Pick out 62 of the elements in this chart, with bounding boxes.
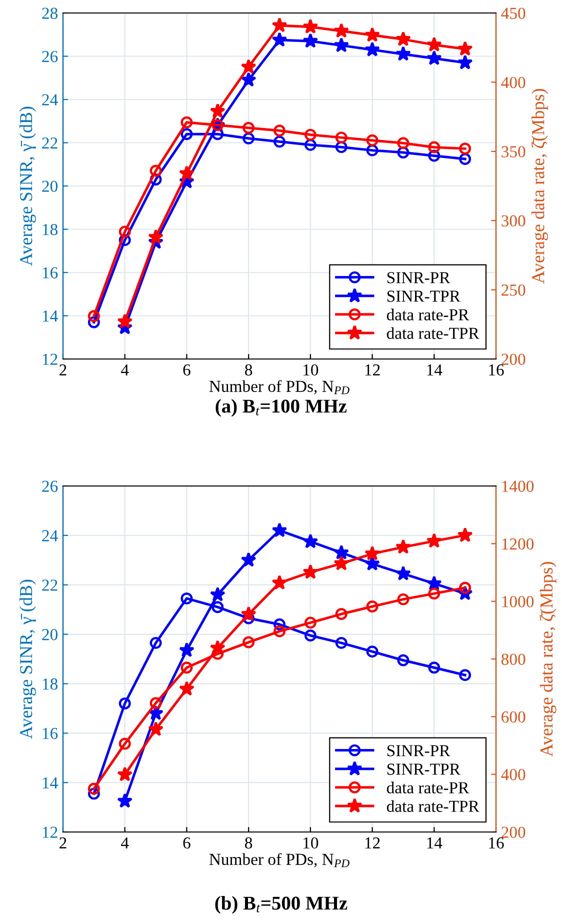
y-tick-label: 14 — [42, 310, 58, 322]
y2-tick-label: 350 — [502, 146, 526, 158]
legend-label: data rate-PR — [386, 782, 470, 794]
legend-label: SINR-TPR — [387, 290, 460, 302]
legend-label: data rate-TPR — [386, 800, 480, 812]
x-tick-label: 4 — [121, 364, 129, 376]
y2-tick-label: 600 — [502, 711, 526, 723]
y-tick-label: 20 — [42, 628, 58, 640]
y-tick-label: 18 — [42, 224, 58, 236]
x-tick-label: 12 — [365, 837, 380, 848]
legend-label: SINR-PR — [387, 272, 450, 284]
y-tick-label: 26 — [42, 50, 58, 62]
x-tick-label: 12 — [365, 364, 380, 376]
y-tick-label: 20 — [42, 180, 58, 192]
x-tick-label: 16 — [489, 837, 504, 849]
y-tick-label: 16 — [42, 728, 58, 740]
y-tick-label: 24 — [42, 530, 58, 542]
y2-tick-label: 250 — [502, 284, 526, 296]
x-tick-label: 14 — [427, 364, 442, 376]
y-tick-label: 18 — [42, 678, 58, 690]
y-tick-label: 28 — [42, 8, 58, 19]
x-tick-label: 6 — [183, 837, 190, 849]
y2-axis-title: Average data rate, ζ̄(Mbps) — [540, 562, 556, 757]
y2-tick-label: 450 — [501, 8, 526, 19]
x-tick-label: 10 — [304, 837, 318, 849]
text: (a) B$_{t}$=100 MHz — [216, 399, 347, 417]
y2-tick-label: 400 — [501, 769, 526, 780]
y-tick-label: 12 — [42, 826, 58, 838]
y-tick-label: 12 — [42, 354, 58, 365]
x-tick-label: 16 — [489, 364, 504, 376]
legend-label: SINR-PR — [387, 745, 450, 756]
y-axis-title: Average SINR, γ̄ (dB) — [19, 106, 36, 266]
x-tick-label: 14 — [427, 837, 442, 848]
x-tick-label: 8 — [245, 837, 252, 849]
y-tick-label: 24 — [42, 94, 58, 106]
y2-tick-label: 800 — [501, 654, 526, 665]
x-tick-label: 6 — [183, 364, 190, 376]
x-tick-label: 2 — [60, 364, 66, 376]
y2-axis-title: Average data rate, ζ̄(Mbps) — [531, 88, 548, 284]
y-tick-label: 22 — [42, 137, 58, 149]
y-axis-title: Average SINR, γ̄ (dB) — [19, 580, 36, 739]
x-tick-label: 2 — [60, 837, 66, 848]
y-tick-label: 22 — [42, 580, 58, 591]
text: (b) B$_{t}$=500 MHz — [215, 896, 348, 914]
x-tick-label: 4 — [121, 837, 129, 848]
y2-tick-label: 200 — [502, 826, 526, 838]
y2-tick-label: 1200 — [502, 538, 534, 550]
y2-tick-label: 400 — [501, 76, 526, 88]
x-tick-label: 8 — [245, 364, 252, 376]
x-axis-title: Number of PDs, N$_{PD}$ — [209, 853, 350, 868]
y-tick-label: 14 — [42, 777, 58, 788]
legend-label: data rate-TPR — [386, 327, 480, 339]
y2-tick-label: 200 — [502, 354, 526, 365]
x-axis-title: Number of PDs, N$_{PD}$ — [209, 380, 350, 394]
x-tick-label: 10 — [304, 364, 318, 376]
y2-tick-label: 300 — [502, 215, 526, 227]
legend-label: data rate-PR — [386, 308, 470, 320]
y2-tick-label: 1000 — [502, 596, 534, 608]
y-tick-label: 26 — [42, 480, 58, 492]
legend-label: SINR-TPR — [387, 764, 460, 775]
y2-tick-label: 1400 — [502, 480, 534, 492]
y-tick-label: 16 — [42, 267, 58, 278]
